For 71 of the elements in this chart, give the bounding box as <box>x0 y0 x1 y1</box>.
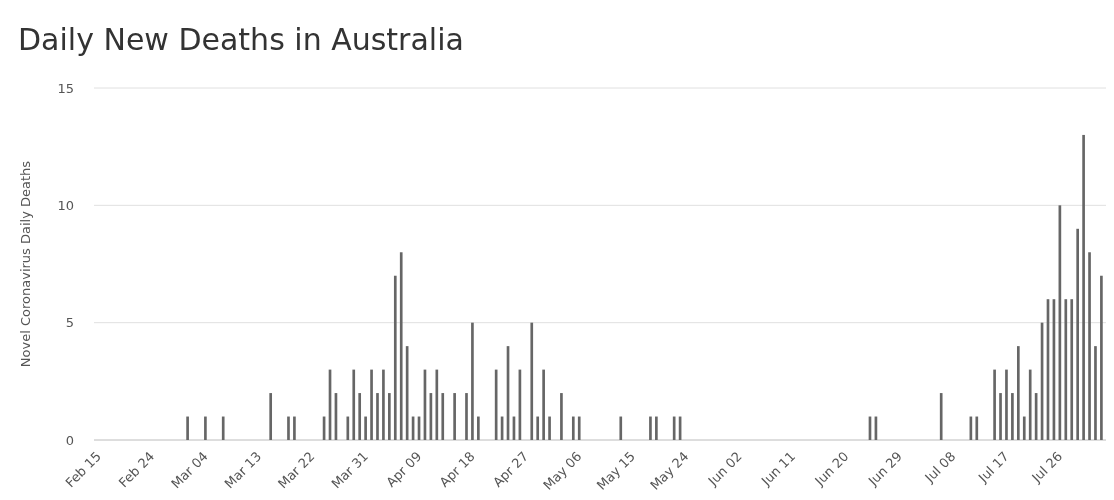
bar <box>477 416 480 440</box>
bar <box>186 416 189 440</box>
bar <box>364 416 367 440</box>
bar <box>999 393 1002 440</box>
bar <box>441 393 445 440</box>
bar <box>993 369 996 440</box>
bar <box>221 416 225 440</box>
bar <box>393 275 397 440</box>
y-tick-label: 5 <box>65 315 74 331</box>
y-tick-label: 15 <box>57 80 74 96</box>
bar <box>1005 369 1008 440</box>
bar <box>1064 299 1068 440</box>
bar <box>352 369 356 440</box>
x-tick-label: Apr 18 <box>436 448 478 490</box>
bar <box>560 393 563 440</box>
bar <box>293 416 296 440</box>
x-tick-label: Feb 15 <box>62 448 104 491</box>
bar <box>542 369 545 440</box>
x-tick-label: Jun 29 <box>864 448 905 490</box>
bar <box>975 416 979 440</box>
x-tick-label: Mar 22 <box>274 448 318 492</box>
bar <box>619 416 623 440</box>
bar <box>655 416 658 440</box>
bar <box>465 393 468 440</box>
x-tick-label: Jun 02 <box>704 448 745 490</box>
y-axis-title: Novel Coronavirus Daily Deaths <box>18 160 33 368</box>
bar <box>1011 393 1014 440</box>
bar <box>1082 134 1085 440</box>
bar <box>1076 228 1079 440</box>
bar <box>571 416 575 440</box>
bar <box>382 369 385 440</box>
bar <box>1016 346 1020 440</box>
x-tick-label: Jul 08 <box>921 448 959 486</box>
bar <box>577 416 581 440</box>
bar <box>346 416 350 440</box>
bar <box>1028 369 1032 440</box>
bar <box>358 393 362 440</box>
bar <box>530 322 534 440</box>
bar <box>376 393 379 440</box>
x-tick-label: Jun 20 <box>811 448 852 490</box>
bar <box>1022 416 1026 440</box>
bar <box>649 416 652 440</box>
x-tick-label: Feb 24 <box>115 448 158 491</box>
bar <box>435 369 439 440</box>
bar <box>204 416 207 440</box>
x-tick-label: Jul 26 <box>1028 448 1066 486</box>
bar <box>269 393 273 440</box>
y-tick-label: 0 <box>65 432 74 448</box>
bar <box>548 416 551 440</box>
bar <box>388 393 391 440</box>
x-tick-label: Apr 27 <box>490 448 532 490</box>
bar <box>536 416 540 440</box>
bar <box>1094 346 1097 440</box>
x-tick-label: Mar 31 <box>328 448 371 492</box>
x-tick-label: Mar 13 <box>221 448 265 492</box>
bar <box>471 322 474 440</box>
x-tick-label: Mar 04 <box>168 448 211 492</box>
chart-title: Daily New Deaths in Australia <box>18 22 464 57</box>
y-tick-label: 10 <box>57 197 74 213</box>
bar <box>370 369 373 440</box>
bar <box>1100 275 1103 440</box>
x-tick-label: Jul 17 <box>974 448 1012 486</box>
bar <box>672 416 676 440</box>
bar <box>939 393 943 440</box>
bar <box>399 252 403 440</box>
bar <box>1070 299 1074 440</box>
bar <box>1088 252 1091 440</box>
x-tick-label: Jun 11 <box>757 448 799 490</box>
x-tick-label: Apr 09 <box>383 448 425 490</box>
bar <box>287 416 290 440</box>
bar <box>453 393 456 440</box>
